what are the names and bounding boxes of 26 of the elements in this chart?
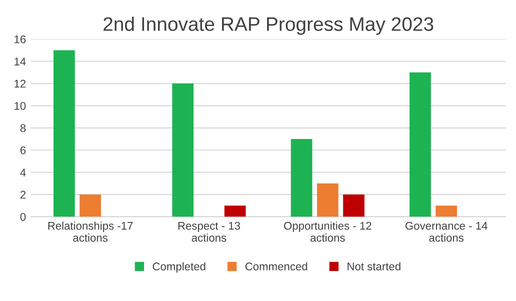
bar <box>436 206 458 217</box>
bar <box>316 183 338 217</box>
y-tick-label: 12 <box>14 80 26 88</box>
y-tick-label: 8 <box>20 124 26 132</box>
y-tick-label: 0 <box>20 212 26 221</box>
x-tick-label: Respect - 13 actions <box>178 222 240 242</box>
bar <box>343 194 364 217</box>
chart-title: 2nd Innovate RAP Progress May 2023 <box>104 16 434 35</box>
bar <box>54 50 75 217</box>
y-tick-label: 16 <box>14 35 26 44</box>
y-tick-label: 2 <box>20 190 26 199</box>
x-tick-label: Governance - 14 actions <box>406 222 488 242</box>
bar <box>290 139 312 217</box>
legend-label: Completed <box>152 262 206 273</box>
bar <box>80 194 101 217</box>
bar <box>410 72 431 217</box>
y-tick-label: 4 <box>20 168 26 176</box>
y-tick-label: 6 <box>20 146 26 154</box>
y-tick-label: 14 <box>14 58 26 66</box>
x-tick-label: Relationships -17 actions <box>48 222 133 242</box>
bar <box>224 206 246 217</box>
legend-label: Commenced <box>245 262 308 270</box>
bar <box>172 84 194 217</box>
legend-label: Not started <box>348 262 400 270</box>
x-tick-label: Opportunities - 12 actions <box>284 222 372 242</box>
y-tick-label: 10 <box>14 102 26 110</box>
